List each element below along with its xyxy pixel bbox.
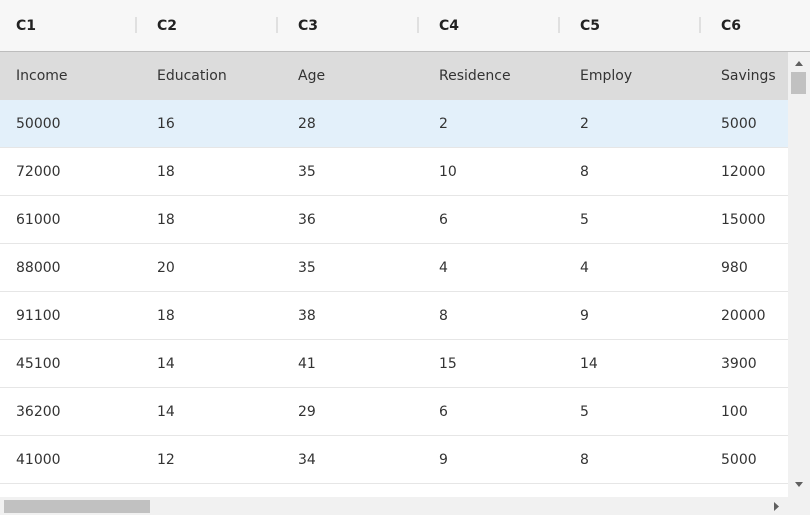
vertical-scroll-thumb[interactable] bbox=[791, 72, 806, 94]
column-header-bar: C1 C2 C3 C4 C5 C6 bbox=[0, 0, 810, 52]
data-cell: 12 bbox=[157, 452, 175, 468]
data-cell: 20 bbox=[157, 260, 175, 276]
scroll-up-arrow[interactable] bbox=[795, 61, 803, 66]
data-cell: 5000 bbox=[721, 116, 757, 132]
data-row[interactable]: 45100 14 41 15 14 3900 bbox=[0, 340, 788, 388]
data-cell: 28 bbox=[298, 116, 316, 132]
data-cell: 6 bbox=[439, 212, 448, 228]
column-header[interactable]: C2 bbox=[157, 18, 178, 34]
field-cell: Age bbox=[298, 68, 326, 84]
data-cell: 14 bbox=[157, 356, 175, 372]
selected-row[interactable]: 50000 16 28 2 2 5000 bbox=[0, 100, 788, 148]
data-cell: 20000 bbox=[721, 308, 766, 324]
field-cell: Savings bbox=[721, 68, 776, 84]
data-cell: 88000 bbox=[16, 260, 61, 276]
column-separator bbox=[558, 17, 560, 33]
data-cell: 6 bbox=[439, 404, 448, 420]
data-cell: 4 bbox=[439, 260, 448, 276]
horizontal-scrollbar[interactable] bbox=[0, 497, 788, 515]
column-separator bbox=[276, 17, 278, 33]
data-cell: 41000 bbox=[16, 452, 61, 468]
data-cell: 36 bbox=[298, 212, 316, 228]
data-cell: 41 bbox=[298, 356, 316, 372]
vertical-scrollbar-graphics bbox=[791, 61, 806, 487]
data-cell: 9 bbox=[580, 308, 589, 324]
data-row[interactable]: 91100 18 38 8 9 20000 bbox=[0, 292, 788, 340]
data-cell: 3900 bbox=[721, 356, 757, 372]
horizontal-scrollbar-graphics bbox=[4, 500, 779, 513]
column-header[interactable]: C4 bbox=[439, 18, 460, 34]
data-row[interactable]: 88000 20 35 4 4 980 bbox=[0, 244, 788, 292]
scrollbar-corner bbox=[788, 497, 810, 515]
data-cell: 2 bbox=[580, 116, 589, 132]
data-cell: 10 bbox=[439, 164, 457, 180]
column-header[interactable]: C6 bbox=[721, 18, 742, 34]
column-separator bbox=[417, 17, 419, 33]
vertical-scrollbar[interactable] bbox=[788, 52, 810, 497]
data-row[interactable]: 36200 14 29 6 5 100 bbox=[0, 388, 788, 436]
data-cell: 45100 bbox=[16, 356, 61, 372]
data-row[interactable]: 41000 12 34 9 8 5000 bbox=[0, 436, 788, 484]
column-header[interactable]: C1 bbox=[16, 18, 37, 34]
field-row: Income Education Age Residence Employ Savings bbox=[0, 52, 788, 100]
field-cell: Income bbox=[16, 68, 68, 84]
data-cell: 50000 bbox=[16, 116, 61, 132]
scroll-right-arrow[interactable] bbox=[774, 502, 779, 511]
data-cell: 8 bbox=[439, 308, 448, 324]
data-cell: 8 bbox=[580, 452, 589, 468]
data-cell: 18 bbox=[157, 212, 175, 228]
data-cell: 14 bbox=[157, 404, 175, 420]
data-cell: 100 bbox=[721, 404, 748, 420]
scroll-down-arrow[interactable] bbox=[795, 482, 803, 487]
data-cell: 980 bbox=[721, 260, 748, 276]
column-header[interactable]: C5 bbox=[580, 18, 601, 34]
field-cell: Employ bbox=[580, 68, 633, 84]
data-cell: 5000 bbox=[721, 452, 757, 468]
grid-body: Income Education Age Residence Employ Savings… bbox=[0, 52, 788, 497]
data-row[interactable]: 61000 18 36 6 5 15000 bbox=[0, 196, 788, 244]
data-cell: 29 bbox=[298, 404, 316, 420]
data-cell: 61000 bbox=[16, 212, 61, 228]
data-cell: 35 bbox=[298, 164, 316, 180]
data-cell: 91100 bbox=[16, 308, 61, 324]
data-cell: 2 bbox=[439, 116, 448, 132]
data-cell: 35 bbox=[298, 260, 316, 276]
data-cell: 16 bbox=[157, 116, 175, 132]
field-cell: Residence bbox=[439, 68, 511, 84]
column-separator bbox=[699, 17, 701, 33]
field-cell: Education bbox=[157, 68, 227, 84]
data-cell: 15000 bbox=[721, 212, 766, 228]
data-cell: 14 bbox=[580, 356, 598, 372]
column-separator bbox=[135, 17, 137, 33]
data-cell: 8 bbox=[580, 164, 589, 180]
column-header[interactable]: C3 bbox=[298, 18, 319, 34]
data-cell: 5 bbox=[580, 404, 589, 420]
data-cell: 5 bbox=[580, 212, 589, 228]
data-cell: 36200 bbox=[16, 404, 61, 420]
horizontal-scroll-thumb[interactable] bbox=[4, 500, 150, 513]
data-row[interactable]: 72000 18 35 10 8 12000 bbox=[0, 148, 788, 196]
data-cell: 38 bbox=[298, 308, 316, 324]
data-cell: 9 bbox=[439, 452, 448, 468]
data-cell: 18 bbox=[157, 164, 175, 180]
data-cell: 4 bbox=[580, 260, 589, 276]
data-cell: 34 bbox=[298, 452, 316, 468]
data-cell: 15 bbox=[439, 356, 457, 372]
data-cell: 72000 bbox=[16, 164, 61, 180]
data-cell: 12000 bbox=[721, 164, 766, 180]
data-cell: 18 bbox=[157, 308, 175, 324]
